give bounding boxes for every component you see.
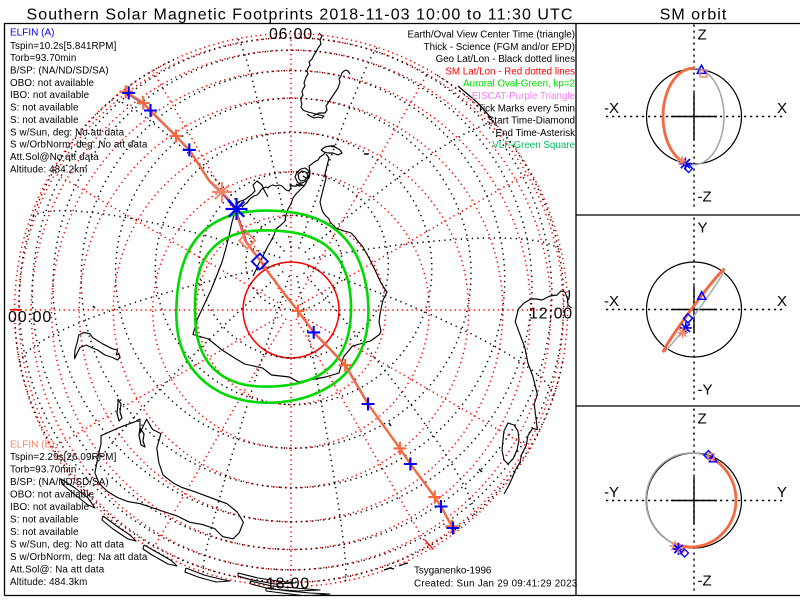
svg-text:Start Time-Diamond: Start Time-Diamond <box>488 116 575 127</box>
svg-text:Att.Sol@No att data: Att.Sol@No att data <box>10 152 99 163</box>
svg-text:Auroral Oval-Green, kp=2: Auroral Oval-Green, kp=2 <box>463 79 575 90</box>
svg-text:Tspin=2.29s[26.09RPM]: Tspin=2.29s[26.09RPM] <box>10 452 117 463</box>
svg-text:-X: -X <box>604 293 619 310</box>
svg-text:00:00: 00:00 <box>8 309 52 326</box>
svg-text:Altitude: 484.2km: Altitude: 484.2km <box>10 164 87 175</box>
svg-text:ELFIN (B): ELFIN (B) <box>10 440 54 451</box>
svg-text:IBO: not available: IBO: not available <box>10 502 90 513</box>
svg-text:Geo Lat/Lon - Black dotted lin: Geo Lat/Lon - Black dotted lines <box>436 54 576 65</box>
svg-text:-Y: -Y <box>604 484 619 501</box>
svg-text:-Y: -Y <box>698 382 713 399</box>
svg-text:-X: -X <box>604 100 619 117</box>
svg-text:X: X <box>777 100 787 117</box>
svg-text:Tspin=10.2s[5.841RPM]: Tspin=10.2s[5.841RPM] <box>10 41 117 52</box>
svg-text:-Z: -Z <box>698 189 712 206</box>
svg-text:EISCAT-Purple Triangle: EISCAT-Purple Triangle <box>472 91 576 102</box>
svg-text:S w/OrbNorm, deg: Na att data: S w/OrbNorm, deg: Na att data <box>10 552 148 563</box>
svg-text:Tsyganenko-1996: Tsyganenko-1996 <box>414 566 492 577</box>
svg-text:OBO: not available: OBO: not available <box>10 78 94 89</box>
svg-text:SM Lat/Lon - Red dotted lines: SM Lat/Lon - Red dotted lines <box>445 66 575 77</box>
svg-text:Y: Y <box>698 220 708 237</box>
svg-text:S w/Sun, deg: No att data: S w/Sun, deg: No att data <box>10 127 125 138</box>
svg-text:06:00: 06:00 <box>269 26 313 43</box>
svg-text:Y: Y <box>777 484 787 501</box>
svg-text:Thick - Science (FGM and/or EP: Thick - Science (FGM and/or EPD) <box>424 42 575 53</box>
svg-text:18:00: 18:00 <box>266 576 310 593</box>
svg-text:OBO: not available: OBO: not available <box>10 490 94 501</box>
svg-text:Torb=93.70min: Torb=93.70min <box>10 53 76 64</box>
svg-text:S: not available: S: not available <box>10 115 79 126</box>
svg-text:IBO: not available: IBO: not available <box>10 90 90 101</box>
svg-text:-Z: -Z <box>698 573 712 590</box>
svg-text:Torb=93.70min: Torb=93.70min <box>10 465 76 476</box>
svg-text:Earth/Oval View Center Time (t: Earth/Oval View Center Time (triangle) <box>407 30 575 41</box>
svg-text:End Time-Asterisk: End Time-Asterisk <box>496 128 576 139</box>
svg-text:B/SP: (NA/ND/SD/SA): B/SP: (NA/ND/SD/SA) <box>10 66 109 77</box>
svg-text:S w/OrbNorm, deg: No att data: S w/OrbNorm, deg: No att data <box>10 140 148 151</box>
svg-text:Altitude: 484.3km: Altitude: 484.3km <box>10 577 87 588</box>
svg-text:S: not available: S: not available <box>10 527 79 538</box>
svg-text:Att.Sol@: Na att data: Att.Sol@: Na att data <box>10 565 105 576</box>
svg-text:S: not available: S: not available <box>10 103 79 114</box>
svg-text:B/SP: (NA/ND/SD/SA): B/SP: (NA/ND/SD/SA) <box>10 477 109 488</box>
svg-text:VLF-Green Square: VLF-Green Square <box>492 140 575 151</box>
svg-text:Z: Z <box>698 27 707 44</box>
svg-text:Created: Sun Jan 29 09:41:29 2: Created: Sun Jan 29 09:41:29 2023 <box>414 579 578 590</box>
svg-text:Southern Solar Magnetic Footpr: Southern Solar Magnetic Footprints 2018-… <box>27 7 574 24</box>
svg-text:X: X <box>777 293 787 310</box>
svg-text:Tick Marks every 5min: Tick Marks every 5min <box>477 103 575 114</box>
svg-text:12:00: 12:00 <box>529 306 573 323</box>
svg-text:Z: Z <box>698 411 707 428</box>
svg-text:S w/Sun, deg: No att data: S w/Sun, deg: No att data <box>10 540 125 551</box>
svg-text:ELFIN (A): ELFIN (A) <box>10 28 54 39</box>
svg-text:SM orbit: SM orbit <box>660 7 728 24</box>
svg-text:S: not available: S: not available <box>10 515 79 526</box>
